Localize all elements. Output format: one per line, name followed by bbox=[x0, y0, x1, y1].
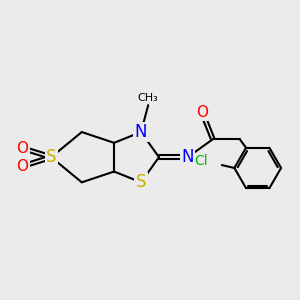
Text: N: N bbox=[135, 123, 147, 141]
Text: N: N bbox=[182, 148, 194, 166]
Text: S: S bbox=[136, 173, 146, 191]
Text: O: O bbox=[16, 141, 28, 156]
Text: O: O bbox=[16, 159, 28, 174]
Text: O: O bbox=[196, 105, 208, 120]
Text: Cl: Cl bbox=[194, 154, 208, 168]
Text: S: S bbox=[46, 148, 56, 166]
Text: CH₃: CH₃ bbox=[138, 93, 159, 103]
